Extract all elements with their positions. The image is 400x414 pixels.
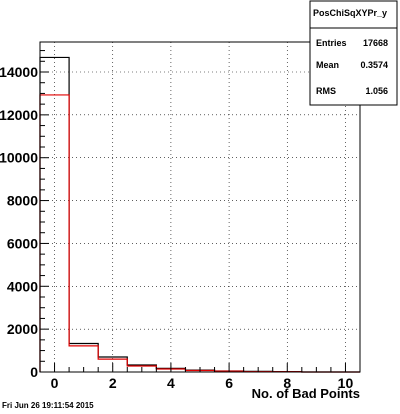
stats-rms-label: RMS bbox=[316, 86, 336, 96]
y-tick-label: 8000 bbox=[7, 193, 38, 209]
stats-entries-value: 17668 bbox=[363, 38, 388, 48]
stats-box: PosChiSqXYPr_y Entries 17668 Mean 0.3574… bbox=[309, 0, 398, 106]
stats-mean-value: 0.3574 bbox=[360, 60, 388, 70]
y-tick-label: 12000 bbox=[0, 107, 38, 123]
x-tick-label: 10 bbox=[338, 375, 354, 391]
x-tick-label: 2 bbox=[109, 375, 117, 391]
x-tick-label: 0 bbox=[51, 375, 59, 391]
x-tick-label: 4 bbox=[167, 375, 175, 391]
grid-lines bbox=[40, 42, 360, 372]
stats-mean-label: Mean bbox=[316, 60, 339, 70]
stats-rms-value: 1.056 bbox=[365, 86, 388, 96]
stats-entries-label: Entries bbox=[316, 38, 347, 48]
x-tick-label: 6 bbox=[225, 375, 233, 391]
histogram-line-1 bbox=[39, 94, 360, 373]
axes: 0 2000 4000 6000 8000 10000 12000 14000 0 2 4 6 8 10 bbox=[0, 50, 354, 391]
y-tick-label: 10000 bbox=[0, 150, 38, 166]
y-tick-label: 0 bbox=[30, 364, 38, 380]
footer-timestamp: Fri Jun 26 19:11:54 2015 bbox=[2, 401, 94, 410]
y-tick-label: 6000 bbox=[7, 235, 38, 251]
y-tick-label: 2000 bbox=[7, 321, 38, 337]
y-tick-label: 4000 bbox=[7, 278, 38, 294]
x-axis-title: No. of Bad Points bbox=[252, 386, 360, 401]
x-tick-label: 8 bbox=[283, 375, 291, 391]
y-tick-label: 14000 bbox=[0, 64, 38, 80]
stats-box-title: PosChiSqXYPr_y bbox=[313, 8, 387, 18]
